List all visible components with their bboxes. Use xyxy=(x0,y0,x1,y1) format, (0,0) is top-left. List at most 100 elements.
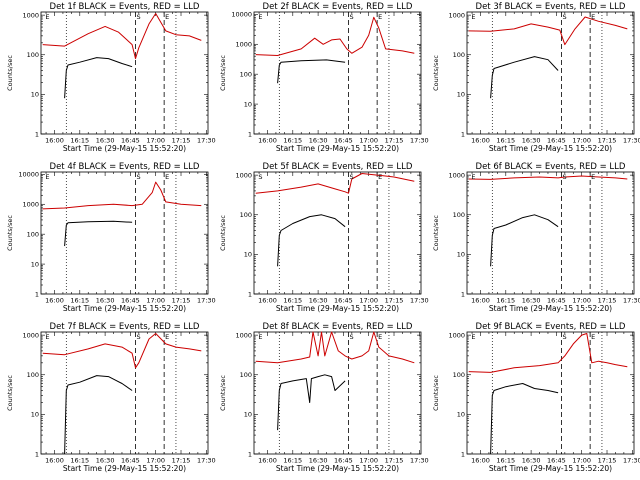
panel-title: Det 9f BLACK = Events, RED = LLD xyxy=(476,322,626,332)
y-tick-label: 100 xyxy=(27,230,39,238)
chart-panel-6: Det 6f BLACK = Events, RED = LLD 1 10 100 10… xyxy=(432,162,640,313)
y-tick-label: 1000 xyxy=(22,331,39,339)
x-tick-label: 17:30 xyxy=(197,137,216,145)
x-tick-label: 16:00 xyxy=(471,457,490,465)
marker-label: E xyxy=(471,173,475,181)
x-tick-label: 16:15 xyxy=(70,137,89,145)
y-tick-label: 1 xyxy=(248,130,252,138)
x-tick-label: 17:30 xyxy=(623,297,640,305)
y-tick-label: 100 xyxy=(27,371,39,379)
series-line-lld xyxy=(255,16,415,56)
panel-title: Det 7f BLACK = Events, RED = LLD xyxy=(50,322,200,332)
y-axis-label: Counts/sec xyxy=(6,375,14,411)
panel-title: Det 6f BLACK = Events, RED = LLD xyxy=(476,162,626,172)
x-tick-label: 17:00 xyxy=(359,457,378,465)
series-line-events xyxy=(277,374,346,431)
y-tick-label: 1000 xyxy=(448,331,465,339)
panel-title: Det 8f BLACK = Events, RED = LLD xyxy=(263,322,413,332)
y-tick-label: 100 xyxy=(240,371,252,379)
x-tick-label: 17:00 xyxy=(572,137,591,145)
x-tick-label: 16:45 xyxy=(121,457,140,465)
marker-label: S xyxy=(562,173,566,181)
x-tick-label: 16:00 xyxy=(258,297,277,305)
marker-label: E xyxy=(591,173,595,181)
marker-label: E xyxy=(471,333,475,341)
y-tick-label: 10 xyxy=(244,251,252,259)
marker-label: E xyxy=(471,13,475,21)
y-tick-label: 10 xyxy=(31,91,39,99)
chart-panel-8: Det 8f BLACK = Events, RED = LLD 1 10 100 10… xyxy=(219,322,429,473)
plot-frame xyxy=(466,171,635,295)
panel-title: Det 2f BLACK = Events, RED = LLD xyxy=(263,2,413,12)
series-line-events xyxy=(64,375,133,455)
series-line-lld xyxy=(255,331,415,364)
series-line-lld xyxy=(255,173,415,194)
marker-label: E xyxy=(165,333,169,341)
y-axis-label: Counts/sec xyxy=(432,55,440,91)
y-tick-label: 10000 xyxy=(18,171,39,179)
marker-label: E xyxy=(165,13,169,21)
y-axis-label: Counts/sec xyxy=(432,375,440,411)
y-tick-label: 10 xyxy=(31,411,39,419)
y-tick-label: 10 xyxy=(457,411,465,419)
x-axis-label: Start Time (29-May-15 15:52:20) xyxy=(489,304,612,313)
y-tick-label: 1000 xyxy=(235,171,252,179)
plot-frame xyxy=(466,331,635,455)
y-tick-label: 10 xyxy=(244,411,252,419)
x-tick-label: 16:15 xyxy=(496,297,515,305)
series-line-events xyxy=(64,220,133,247)
x-tick-label: 17:30 xyxy=(197,457,216,465)
y-tick-label: 1000 xyxy=(448,11,465,19)
y-tick-label: 1000 xyxy=(235,331,252,339)
x-axis-label: Start Time (29-May-15 15:52:20) xyxy=(489,464,612,473)
y-tick-label: 1 xyxy=(248,450,252,458)
marker-label: E xyxy=(258,13,262,21)
plot-frame xyxy=(466,11,635,135)
x-tick-label: 17:00 xyxy=(572,457,591,465)
x-tick-label: 16:45 xyxy=(334,137,353,145)
x-tick-label: 16:45 xyxy=(121,137,140,145)
marker-label: E xyxy=(378,173,382,181)
x-tick-label: 17:30 xyxy=(623,457,640,465)
x-tick-label: 16:00 xyxy=(45,137,64,145)
series-line-lld xyxy=(42,13,202,60)
y-tick-label: 100 xyxy=(453,211,465,219)
x-tick-label: 17:30 xyxy=(197,297,216,305)
plot-frame xyxy=(253,11,422,135)
series-line-events xyxy=(277,59,346,84)
y-tick-label: 1000 xyxy=(22,201,39,209)
x-axis-label: Start Time (29-May-15 15:52:20) xyxy=(63,304,186,313)
marker-label: E xyxy=(258,333,262,341)
x-tick-label: 17:00 xyxy=(359,137,378,145)
chart-panel-2: Det 2f BLACK = Events, RED = LLD 1 10 100 10… xyxy=(219,2,429,153)
x-tick-label: 16:30 xyxy=(96,457,115,465)
series-line-lld xyxy=(468,175,628,180)
panel-title: Det 4f BLACK = Events, RED = LLD xyxy=(50,162,200,172)
chart-panel-7: Det 7f BLACK = Events, RED = LLD 1 10 100 10… xyxy=(6,322,216,473)
plot-frame xyxy=(40,11,209,135)
y-tick-label: 1000 xyxy=(22,11,39,19)
series-line-events xyxy=(64,57,133,99)
y-tick-label: 10 xyxy=(244,100,252,108)
y-axis-label: Counts/sec xyxy=(219,215,227,251)
x-axis-label: Start Time (29-May-15 15:52:20) xyxy=(63,464,186,473)
x-tick-label: 16:45 xyxy=(547,137,566,145)
x-tick-label: 16:30 xyxy=(309,457,328,465)
marker-label: E xyxy=(378,13,382,21)
x-tick-label: 16:30 xyxy=(309,297,328,305)
x-tick-label: 17:15 xyxy=(385,457,404,465)
y-axis-label: Counts/sec xyxy=(219,375,227,411)
series-line-lld xyxy=(468,333,628,373)
marker-label: S xyxy=(136,173,140,181)
plot-frame xyxy=(40,171,209,295)
x-tick-label: 16:45 xyxy=(547,297,566,305)
marker-label: S xyxy=(136,333,140,341)
x-tick-label: 16:15 xyxy=(496,457,515,465)
y-tick-label: 10 xyxy=(457,251,465,259)
x-tick-label: 17:15 xyxy=(172,137,191,145)
x-axis-label: Start Time (29-May-15 15:52:20) xyxy=(276,144,399,153)
marker-label: S xyxy=(136,13,140,21)
x-tick-label: 17:30 xyxy=(623,137,640,145)
x-tick-label: 16:00 xyxy=(258,457,277,465)
